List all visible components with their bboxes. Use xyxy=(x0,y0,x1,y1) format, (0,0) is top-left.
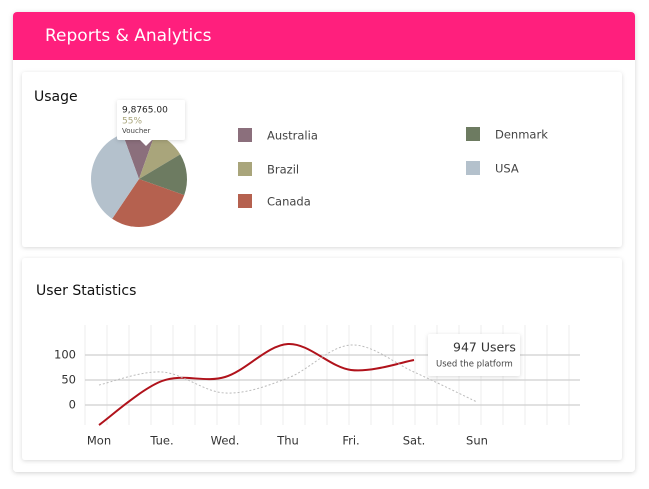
tooltip-box xyxy=(117,100,185,140)
stats-card xyxy=(22,258,622,460)
pie-slice xyxy=(139,133,181,179)
y-tick-label: 50 xyxy=(61,373,76,387)
legend-swatch xyxy=(238,162,252,176)
tooltip-value: 9,8765.00 xyxy=(122,106,168,116)
x-tick-label: Mon xyxy=(87,434,111,448)
x-tick-label: Fri. xyxy=(342,434,359,448)
header-bar-edge xyxy=(13,56,635,60)
legend-label: Canada xyxy=(267,195,311,209)
pie-chart: Australia Brazil Denmark Canada USA xyxy=(90,127,548,228)
legend-label: USA xyxy=(495,162,519,176)
tooltip-box xyxy=(428,334,520,376)
legend-label: Brazil xyxy=(267,163,299,177)
y-tick-label: 0 xyxy=(69,398,76,412)
pie-slice xyxy=(112,179,185,228)
tooltip-percent: 55% xyxy=(122,117,142,127)
tooltip-pointer xyxy=(140,140,152,146)
pie-slice xyxy=(139,154,188,196)
legend-swatch xyxy=(238,194,252,208)
tooltip-label: Voucher xyxy=(122,127,151,135)
tooltip-label: Used the platform xyxy=(436,360,513,370)
x-tick-label: Thu xyxy=(276,434,299,448)
line-chart: 0 50 100 Mon Tue. Wed. Thu Fri. Sat. Sun xyxy=(54,325,580,448)
y-tick-label: 100 xyxy=(54,348,76,362)
x-tick-label: Wed. xyxy=(211,434,240,448)
legend-swatch xyxy=(466,161,480,175)
legend-label: Australia xyxy=(267,129,318,143)
legend-swatch xyxy=(238,128,252,142)
legend-label: Denmark xyxy=(495,128,548,142)
line-series xyxy=(98,344,478,403)
card-title: User Statistics xyxy=(36,283,136,299)
line-series xyxy=(98,342,415,426)
card-title: Usage xyxy=(34,89,78,105)
x-tick-label: Tue. xyxy=(149,434,173,448)
x-tick-label: Sat. xyxy=(403,434,426,448)
legend-swatch xyxy=(466,127,480,141)
header-title: Reports & Analytics xyxy=(45,26,212,46)
x-tick-label: Sun xyxy=(466,434,488,448)
pie-tooltip: 9,8765.00 55% Voucher xyxy=(117,100,185,146)
tooltip-value: 947 Users xyxy=(453,340,516,355)
line-tooltip: 947 Users Used the platform xyxy=(428,334,520,376)
header-bar xyxy=(13,12,635,60)
pie-slice xyxy=(90,133,139,219)
